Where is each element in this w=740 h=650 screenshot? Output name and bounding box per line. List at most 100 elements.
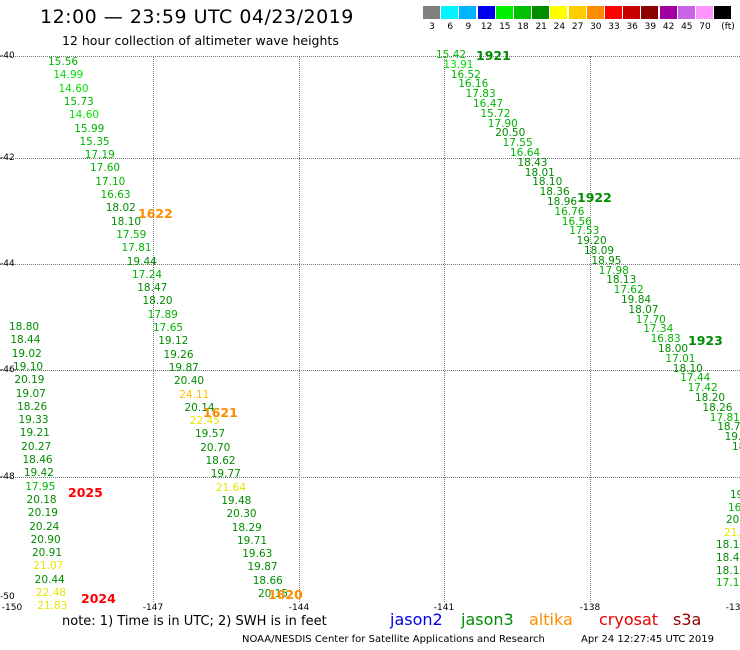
latitude-gridline xyxy=(0,264,740,265)
page-title: 12:00 — 23:59 UTC 04/23/2019 xyxy=(40,6,354,28)
wave-height-value: 17.24 xyxy=(132,268,163,281)
track-time-label: 1923 xyxy=(688,333,723,348)
wave-height-value: 18.95 xyxy=(591,254,622,267)
wave-height-value: 19.87 xyxy=(168,361,199,374)
latitude-label: -44 xyxy=(0,259,15,269)
wave-height-value: 17.34 xyxy=(643,323,674,336)
scale-swatch xyxy=(641,6,659,19)
scale-swatch xyxy=(677,6,695,19)
wave-height-value: 18.18 xyxy=(716,539,740,552)
longitude-label: -135 xyxy=(725,603,740,613)
wave-height-value: 15.72 xyxy=(480,107,511,120)
wave-height-value: 19.87 xyxy=(247,561,278,574)
wave-height-value: 15.42 xyxy=(436,49,467,61)
track-time-label: 1922 xyxy=(577,190,612,205)
wave-height-value: 17.65 xyxy=(153,322,184,334)
wave-height-value: 18.07 xyxy=(628,303,659,316)
legend-item-jason2: jason2 xyxy=(390,610,443,629)
legend-item-s3a: s3a xyxy=(673,610,702,629)
wave-height-value: 19.63 xyxy=(242,548,273,561)
wave-height-value: 17.83 xyxy=(465,88,496,101)
wave-height-value: 19.71 xyxy=(237,534,268,547)
wave-height-value: 20.44 xyxy=(34,573,65,586)
wave-height-value: 19.0 xyxy=(724,431,740,444)
wave-height-value: 18.62 xyxy=(205,455,236,467)
wave-height-value: 16.47 xyxy=(473,98,504,110)
wave-height-value: 18.70 xyxy=(717,421,740,434)
latitude-label: -48 xyxy=(0,472,15,482)
latitude-label: -40 xyxy=(0,51,15,61)
scale-tick-label: 12 xyxy=(480,22,493,32)
scale-unit-label: (ft) xyxy=(721,22,735,32)
wave-height-value: 18.20 xyxy=(695,392,726,404)
scale-tick-label: 15 xyxy=(499,22,511,32)
wave-height-value: 18.80 xyxy=(9,321,40,333)
wave-height-value: 17.81 xyxy=(709,411,740,424)
wave-height-value: 18.01 xyxy=(524,166,555,179)
track-time-label: 2025 xyxy=(68,485,103,500)
scale-tick-label: 24 xyxy=(553,22,566,32)
latitude-gridline xyxy=(0,370,740,371)
note-text: note: 1) Time is in UTC; 2) SWH is in fe… xyxy=(62,614,327,629)
footer-timestamp: Apr 24 12:27:45 UTC 2019 xyxy=(581,634,714,645)
wave-height-value: 18.10 xyxy=(111,215,142,228)
wave-height-value: 17.19 xyxy=(84,149,115,162)
wave-height-value: 20.91 xyxy=(31,547,62,560)
wave-height-value: 17.95 xyxy=(25,480,56,493)
wave-height-value: 20.40 xyxy=(174,375,205,388)
wave-height-value: 17.19 xyxy=(716,577,740,590)
wave-height-value: 18.00 xyxy=(658,343,689,355)
wave-height-value: 16.52 xyxy=(450,68,481,81)
track-time-label: 2024 xyxy=(81,591,116,606)
wave-height-value: 24.11 xyxy=(179,388,210,401)
wave-height-value: 14.60 xyxy=(69,109,100,122)
scale-tick-label: 45 xyxy=(681,22,693,32)
wave-height-value: 17.55 xyxy=(502,137,533,150)
scale-tick-label: 18 xyxy=(517,22,529,32)
wave-height-value: 20.70 xyxy=(200,441,231,454)
wave-height-value: 21.07 xyxy=(33,560,64,573)
wave-height-value: 20.19 xyxy=(14,374,45,387)
wave-height-value: 19.26 xyxy=(163,348,194,361)
wave-height-value: 19.48 xyxy=(221,494,252,507)
latitude-gridline xyxy=(0,477,740,478)
wave-height-value: 16.63 xyxy=(100,189,131,201)
wave-height-value: 19.42 xyxy=(23,467,54,480)
wave-height-value: 18.10 xyxy=(532,176,563,189)
wave-height-value: 18.26 xyxy=(17,400,48,413)
longitude-gridline xyxy=(444,56,445,602)
scale-swatch xyxy=(495,6,513,19)
track-time-label: 1921 xyxy=(476,48,511,63)
wave-height-value: 19 xyxy=(730,489,740,501)
wave-height-value: 20.15 xyxy=(258,588,289,600)
wave-height-value: 20.19 xyxy=(27,507,58,520)
wave-height-value: 13.91 xyxy=(443,58,474,71)
wave-height-value: 17.60 xyxy=(90,162,121,175)
longitude-label: -150 xyxy=(1,603,23,613)
wave-height-value: 19.84 xyxy=(621,294,652,306)
latitude-gridline xyxy=(0,56,740,57)
wave-height-value: 17.44 xyxy=(680,372,711,385)
wave-height-value: 18.96 xyxy=(547,196,578,208)
wave-height-value: 16 xyxy=(728,501,740,514)
wave-height-value: 20.50 xyxy=(495,127,526,140)
scale-tick-label: 70 xyxy=(699,22,711,32)
scale-tick-label: 21 xyxy=(535,22,547,32)
wave-height-value: 17.53 xyxy=(569,225,600,238)
wave-height-value: 16.64 xyxy=(510,147,541,159)
page-subtitle: 12 hour collection of altimeter wave hei… xyxy=(62,33,339,48)
scale-swatch xyxy=(514,6,531,19)
wave-height-value: 16.76 xyxy=(554,205,585,218)
wave-height-value: 21.83 xyxy=(37,600,68,613)
wave-height-value: 18.43 xyxy=(716,552,740,564)
wave-height-value: 19.12 xyxy=(158,335,189,348)
wave-height-value: 14.60 xyxy=(58,82,89,95)
scale-swatch xyxy=(586,6,604,19)
track-time-label: 1620 xyxy=(268,587,303,602)
wave-height-value: 19.44 xyxy=(126,255,157,268)
latitude-label: -46 xyxy=(0,365,15,375)
wave-height-value: 15.99 xyxy=(74,122,105,135)
wave-height-value: 21.64 xyxy=(216,481,247,494)
wave-height-value: 18.09 xyxy=(584,245,615,257)
